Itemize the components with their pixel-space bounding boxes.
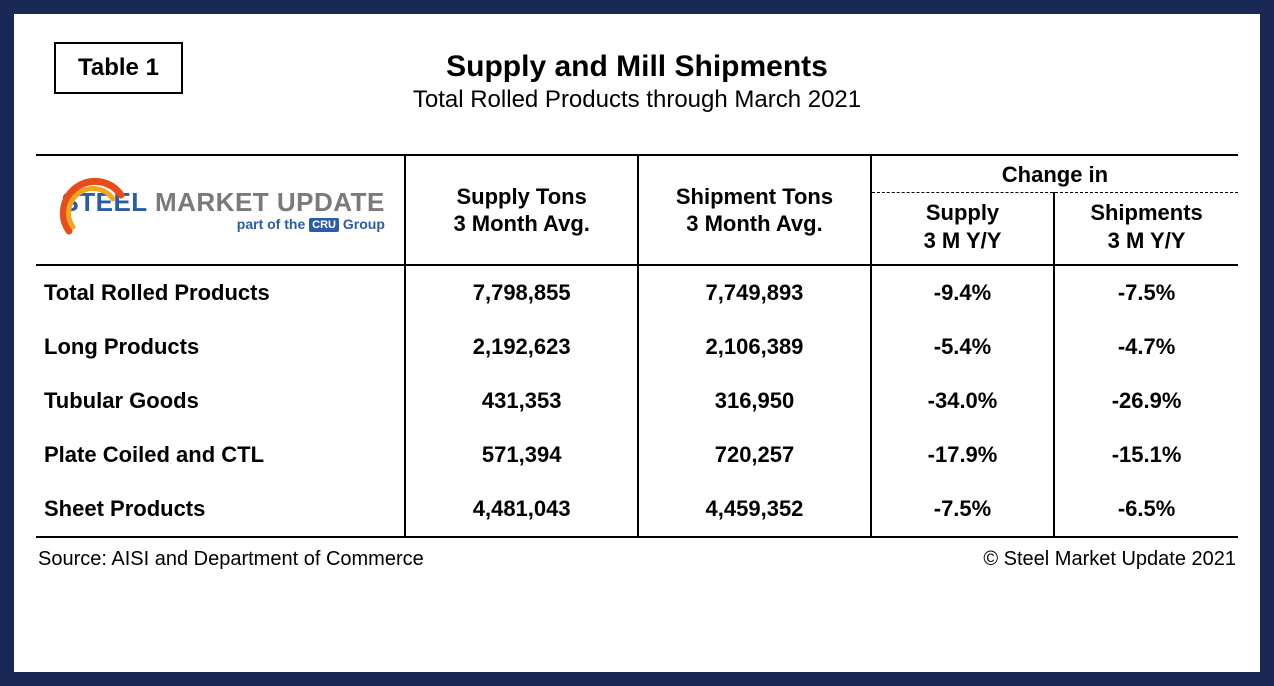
table-label-box: Table 1 xyxy=(54,42,183,94)
row-supply: 571,394 xyxy=(405,428,638,482)
row-supply: 7,798,855 xyxy=(405,265,638,320)
row-name: Sheet Products xyxy=(36,482,405,537)
header-change-shipments: Shipments 3 M Y/Y xyxy=(1054,193,1238,266)
header-chg-ship-l2: 3 M Y/Y xyxy=(1108,228,1186,253)
row-chg-supply: -34.0% xyxy=(871,374,1054,428)
logo-word-market: MARKET xyxy=(155,187,269,217)
header-supply-l2: 3 Month Avg. xyxy=(453,211,589,236)
row-chg-supply: -17.9% xyxy=(871,428,1054,482)
header-shipment-tons: Shipment Tons 3 Month Avg. xyxy=(638,155,871,265)
row-supply: 2,192,623 xyxy=(405,320,638,374)
header-change-in: Change in xyxy=(871,155,1238,193)
table-label: Table 1 xyxy=(78,54,159,81)
row-ship: 720,257 xyxy=(638,428,871,482)
subtitle: Total Rolled Products through March 2021 xyxy=(36,86,1238,114)
row-name: Total Rolled Products xyxy=(36,265,405,320)
footer: Source: AISI and Department of Commerce … xyxy=(36,538,1238,571)
row-chg-supply: -7.5% xyxy=(871,482,1054,537)
row-chg-ship: -7.5% xyxy=(1054,265,1238,320)
data-table: STEEL MARKET UPDATE part of the CRU Grou… xyxy=(36,154,1238,538)
header-chg-ship-l1: Shipments xyxy=(1090,200,1202,225)
header-supply-l1: Supply Tons xyxy=(456,184,586,209)
row-ship: 2,106,389 xyxy=(638,320,871,374)
header-ship-l1: Shipment Tons xyxy=(676,184,833,209)
header-chg-supply-l2: 3 M Y/Y xyxy=(924,228,1002,253)
header-supply-tons: Supply Tons 3 Month Avg. xyxy=(405,155,638,265)
report-frame: Table 1 Supply and Mill Shipments Total … xyxy=(0,0,1274,686)
table-row: Sheet Products 4,481,043 4,459,352 -7.5%… xyxy=(36,482,1238,537)
table-row: Plate Coiled and CTL 571,394 720,257 -17… xyxy=(36,428,1238,482)
row-ship: 4,459,352 xyxy=(638,482,871,537)
row-chg-ship: -4.7% xyxy=(1054,320,1238,374)
brand-logo: STEEL MARKET UPDATE part of the CRU Grou… xyxy=(55,187,384,232)
logo-cru-badge: CRU xyxy=(309,218,339,232)
row-chg-ship: -15.1% xyxy=(1054,428,1238,482)
table-row: Tubular Goods 431,353 316,950 -34.0% -26… xyxy=(36,374,1238,428)
logo-tagline-pre: part of the xyxy=(237,216,305,232)
row-name: Plate Coiled and CTL xyxy=(36,428,405,482)
logo-cell: STEEL MARKET UPDATE part of the CRU Grou… xyxy=(36,155,405,265)
row-chg-supply: -5.4% xyxy=(871,320,1054,374)
row-supply: 431,353 xyxy=(405,374,638,428)
logo-word-update: UPDATE xyxy=(277,187,385,217)
row-chg-supply: -9.4% xyxy=(871,265,1054,320)
logo-word-steel: STEEL xyxy=(61,187,147,217)
header-ship-l2: 3 Month Avg. xyxy=(686,211,822,236)
table-row: Long Products 2,192,623 2,106,389 -5.4% … xyxy=(36,320,1238,374)
row-chg-ship: -26.9% xyxy=(1054,374,1238,428)
row-name: Long Products xyxy=(36,320,405,374)
title-block: Supply and Mill Shipments Total Rolled P… xyxy=(36,50,1238,114)
table-row: Total Rolled Products 7,798,855 7,749,89… xyxy=(36,265,1238,320)
main-title: Supply and Mill Shipments xyxy=(36,50,1238,84)
row-ship: 7,749,893 xyxy=(638,265,871,320)
row-supply: 4,481,043 xyxy=(405,482,638,537)
row-chg-ship: -6.5% xyxy=(1054,482,1238,537)
header-change-supply: Supply 3 M Y/Y xyxy=(871,193,1054,266)
logo-tagline-post: Group xyxy=(343,216,385,232)
row-ship: 316,950 xyxy=(638,374,871,428)
footer-source: Source: AISI and Department of Commerce xyxy=(38,548,424,571)
footer-copyright: © Steel Market Update 2021 xyxy=(983,548,1236,571)
row-name: Tubular Goods xyxy=(36,374,405,428)
header-chg-supply-l1: Supply xyxy=(926,200,999,225)
